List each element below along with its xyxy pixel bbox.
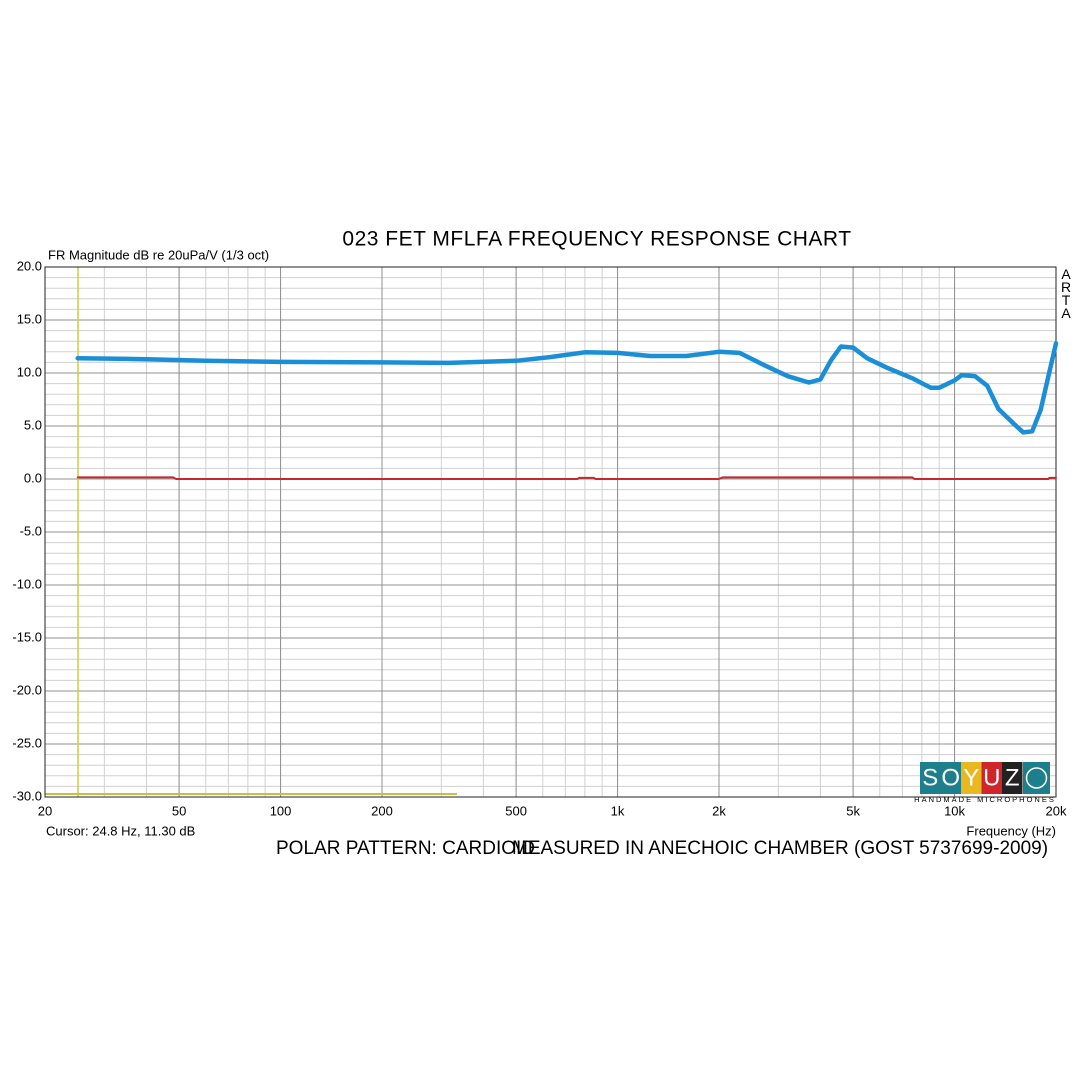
y-tick-label: 5.0 xyxy=(24,417,42,432)
series-line xyxy=(76,476,1057,480)
logo-tagline: HANDMADE MICROPHONES xyxy=(914,795,1056,804)
y-axis-label: FR Magnitude dB re 20uPa/V (1/3 oct) xyxy=(48,247,269,262)
x-tick-label: 1k xyxy=(611,803,625,818)
y-tick-label: 10.0 xyxy=(17,364,42,379)
x-axis-label: Frequency (Hz) xyxy=(966,823,1056,838)
y-tick-label: -30.0 xyxy=(12,788,42,803)
logo-letter: Y xyxy=(963,764,979,791)
x-tick-label: 50 xyxy=(172,803,186,818)
cursor-text: Cursor: 24.8 Hz, 11.30 dB xyxy=(46,823,195,838)
x-tick-label: 2k xyxy=(712,803,726,818)
y-tick-label: 20.0 xyxy=(17,258,42,273)
chart-title: 023 FET MFLFA FREQUENCY RESPONSE CHART xyxy=(342,228,851,251)
footer-left: POLAR PATTERN: CARDIOID xyxy=(276,838,535,859)
x-tick-label: 5k xyxy=(846,803,860,818)
logo-letter: Z xyxy=(1005,764,1020,791)
y-tick-label: -15.0 xyxy=(12,629,42,644)
x-tick-label: 200 xyxy=(371,803,393,818)
logo: S O Y U Z HANDMADE MICROPHONES xyxy=(914,762,1056,804)
y-tick-label: -25.0 xyxy=(12,735,42,750)
x-tick-label: 500 xyxy=(505,803,527,818)
y-tick-label: 15.0 xyxy=(17,311,42,326)
y-tick-label: 0.0 xyxy=(24,470,42,485)
logo-letter: S xyxy=(922,764,938,791)
x-tick-label: 100 xyxy=(270,803,292,818)
brand: ARTA xyxy=(1061,266,1072,321)
x-tick-label: 10k xyxy=(944,803,965,818)
grid xyxy=(44,266,1057,798)
logo-box xyxy=(920,762,941,794)
logo-seal-ring xyxy=(1025,767,1048,789)
y-tick-label: -5.0 xyxy=(20,523,42,538)
y-tick-label: -10.0 xyxy=(12,576,42,591)
y-tick-label: -20.0 xyxy=(12,682,42,697)
logo-letter: O xyxy=(941,764,960,791)
x-tick-label: 20k xyxy=(1046,803,1067,818)
plot-frame xyxy=(44,266,1057,798)
logo-letter: U xyxy=(983,764,1000,791)
logo-box xyxy=(961,762,982,794)
x-tick-label: 20 xyxy=(38,803,52,818)
logo-box xyxy=(1002,762,1023,794)
logo-box xyxy=(940,762,961,794)
logo-box xyxy=(981,762,1002,794)
series-line xyxy=(75,341,1059,435)
footer-right: MEASURED IN ANECHOIC CHAMBER (GOST 57376… xyxy=(512,838,1048,859)
